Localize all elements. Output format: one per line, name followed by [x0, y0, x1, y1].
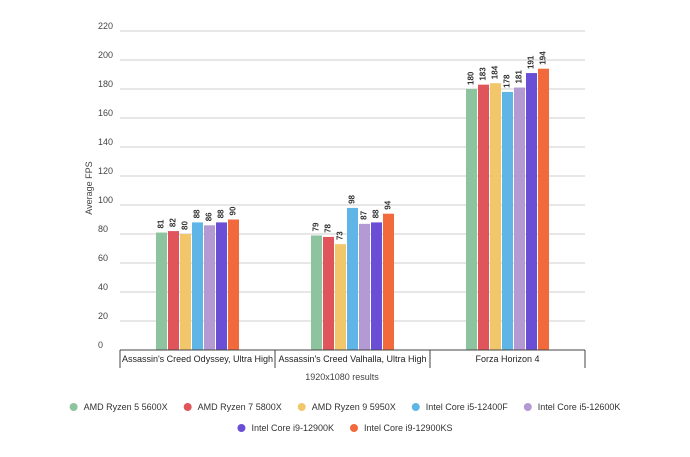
- value-label: 90: [229, 206, 238, 215]
- y-tick-label: 40: [98, 282, 108, 292]
- value-label: 94: [384, 200, 393, 209]
- bar: [204, 225, 215, 350]
- y-tick-label: 180: [98, 79, 113, 89]
- bar: [502, 91, 513, 351]
- value-label: 88: [193, 209, 202, 218]
- legend-marker: [349, 424, 358, 432]
- value-label: 181: [515, 70, 524, 84]
- legend: AMD Ryzen 5 5600X AMD Ryzen 7 5800X AMD Ry…: [69, 402, 621, 433]
- bar: [192, 222, 203, 350]
- y-tick-label: 200: [98, 50, 113, 60]
- category-label: Assassin's Creed Valhalla, Ultra High: [278, 354, 426, 364]
- bar: [323, 236, 334, 350]
- bar: [466, 89, 477, 350]
- y-tick-label: 80: [98, 224, 108, 234]
- legend-label: Intel Core i9-12900K: [251, 423, 334, 433]
- value-label: 79: [312, 222, 321, 231]
- bar: [478, 84, 489, 351]
- category-label: Forza Horizon 4: [475, 354, 539, 364]
- bar: [216, 222, 227, 350]
- legend-label: Intel Core i5-12400F: [426, 402, 509, 412]
- category-label: Assassin's Creed Odyssey, Ultra High: [122, 354, 273, 364]
- value-label: 88: [217, 209, 226, 218]
- legend-marker: [411, 403, 420, 411]
- y-tick-label: 120: [98, 166, 113, 176]
- bar: [538, 68, 549, 350]
- axes: 0 20 40 60 80 100 120 140 160 180 200 220 Assassin's…: [98, 21, 586, 368]
- legend-marker: [183, 403, 192, 411]
- bar: [156, 232, 167, 350]
- value-label: 178: [503, 74, 512, 88]
- bar: [514, 87, 525, 351]
- value-label: 194: [539, 51, 548, 65]
- value-label: 82: [169, 218, 178, 227]
- legend-label: Intel Core i5-12600K: [538, 402, 621, 412]
- legend-label: Intel Core i9-12900KS: [364, 423, 453, 433]
- value-label: 184: [491, 65, 500, 79]
- value-label: 191: [527, 55, 536, 69]
- y-axis-title: Average FPS: [84, 161, 94, 214]
- legend-marker: [237, 424, 246, 432]
- legend-marker: [69, 403, 78, 411]
- bar: [335, 244, 346, 350]
- bar: [359, 223, 370, 350]
- value-label: 78: [324, 223, 333, 232]
- bar: [347, 207, 358, 350]
- legend-marker: [523, 403, 532, 411]
- legend-label: AMD Ryzen 9 5950X: [312, 402, 396, 412]
- value-label: 183: [479, 67, 488, 81]
- legend-label: AMD Ryzen 7 5800X: [198, 402, 282, 412]
- x-axis-title: 1920x1080 results: [305, 372, 379, 382]
- bar: [168, 231, 179, 350]
- bar: [526, 73, 537, 351]
- value-label: 81: [157, 219, 166, 228]
- value-label: 73: [336, 231, 345, 240]
- value-label: 87: [360, 210, 369, 219]
- y-tick-label: 100: [98, 195, 113, 205]
- bar: [371, 222, 382, 350]
- value-label: 80: [181, 221, 190, 230]
- legend-marker: [297, 403, 306, 411]
- bar: [311, 235, 322, 350]
- value-label: 88: [372, 209, 381, 218]
- value-label: 98: [348, 194, 357, 203]
- bar: [180, 234, 191, 350]
- y-tick-label: 160: [98, 108, 113, 118]
- y-tick-label: 60: [98, 253, 108, 263]
- y-tick-label: 0: [98, 340, 103, 350]
- legend-label: AMD Ryzen 5 5600X: [84, 402, 168, 412]
- y-tick-label: 20: [98, 311, 108, 321]
- y-tick-label: 220: [98, 21, 113, 31]
- bar: [228, 219, 239, 350]
- value-label: 180: [467, 71, 476, 85]
- y-tick-label: 140: [98, 137, 113, 147]
- value-label: 86: [205, 212, 214, 221]
- bar: [490, 83, 501, 350]
- bar: [383, 213, 394, 350]
